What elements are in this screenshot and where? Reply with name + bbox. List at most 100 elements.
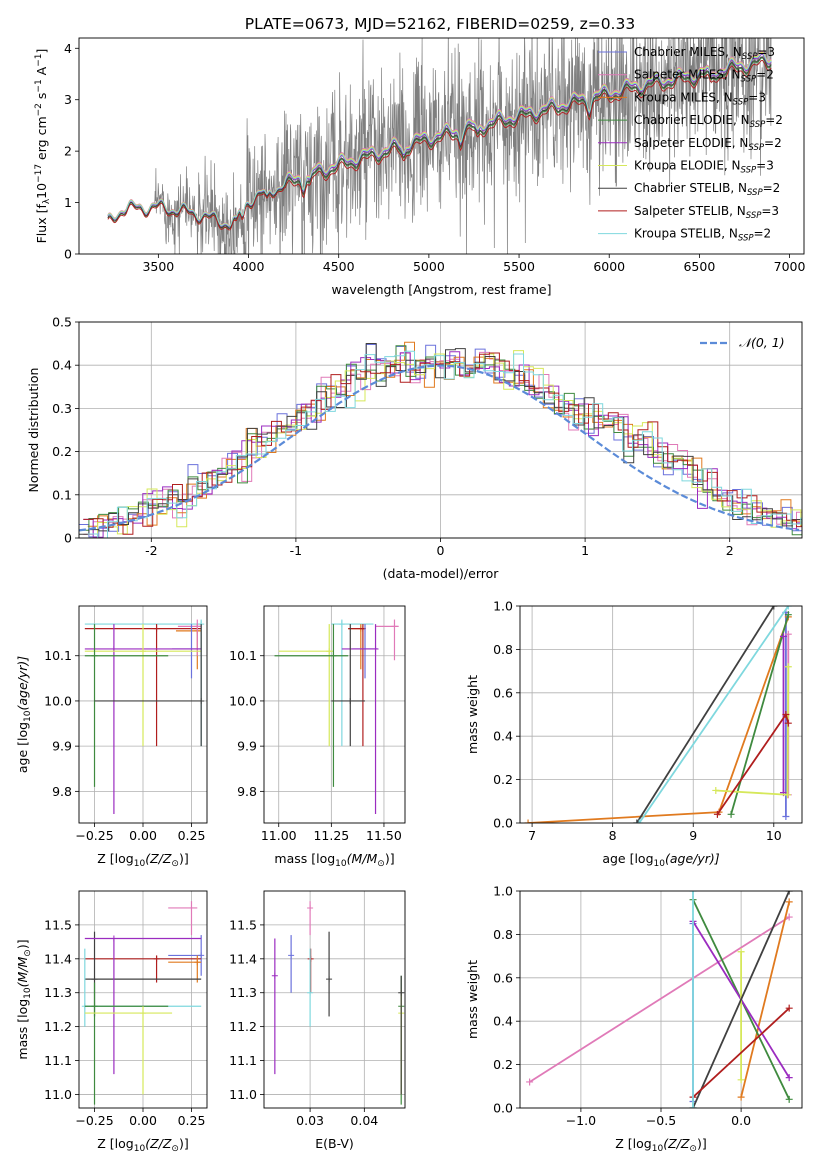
- weight-marker: [689, 1104, 697, 1108]
- y-tick-label: 0: [64, 531, 72, 546]
- data-point: [326, 648, 333, 655]
- legend-label: Chabrier STELIB, NSSP=2: [634, 181, 780, 198]
- weight-line-salpeter-stelib: [692, 1007, 790, 1098]
- weight-marker: [727, 810, 735, 818]
- axes-frame: [78, 321, 803, 539]
- x-axis-label: age [log10(age/yr)]: [602, 851, 719, 869]
- panel-mass_vs_Z: −0.25 0.00 0.25 11.0 11.1 11.2 11.3 11.4 11.5 Z […: [15, 890, 208, 1154]
- plot-area: [274, 619, 399, 814]
- y-tick-label: 0.4: [52, 358, 72, 373]
- data-point: [198, 697, 205, 704]
- x-tick-label: 3500: [142, 259, 174, 274]
- weight-marker: [782, 711, 790, 718]
- y-tick-label: 10.1: [44, 648, 72, 663]
- weight-line-kroupa-elodie: [715, 666, 790, 796]
- y-tick-label: 9.9: [52, 739, 72, 754]
- data-point: [194, 623, 201, 630]
- data-point: [140, 648, 146, 655]
- x-tick-label: −0.5: [646, 1113, 676, 1128]
- y-tick-label: 9.8: [237, 784, 257, 799]
- normal-curve: [79, 364, 800, 532]
- model-line-kroupa-stelib: [107, 52, 772, 227]
- data-point: [153, 955, 160, 962]
- y-tick-label: 1: [64, 195, 72, 210]
- spectrum-legend: Chabrier MILES, NSSP=3 Salpeter MILES, NS…: [598, 45, 783, 244]
- legend-label: Salpeter STELIB, NSSP=3: [634, 204, 779, 221]
- data-point: [140, 1010, 146, 1017]
- y-tick-label: 0.2: [493, 1057, 513, 1072]
- x-tick-label: -2: [145, 543, 157, 558]
- y-tick-label: 11.4: [44, 951, 72, 966]
- x-tick-label: 5500: [503, 259, 535, 274]
- y-tick-label: 11.1: [229, 1053, 257, 1068]
- hist-kroupa-miles: [87, 341, 802, 527]
- panel-massweight_vs_Z: −1.0 −0.5 0.0 0.0 0.2 0.4 0.6 0.8 1.0 Z [log10(Z/…: [465, 884, 803, 1154]
- weight-marker: [785, 913, 793, 921]
- y-tick-label: 0.4: [493, 1014, 513, 1029]
- y-tick-label: 9.9: [237, 739, 257, 754]
- x-axis-label: (data-model)/error: [383, 566, 500, 581]
- plot-area: [524, 606, 792, 823]
- legend-label: Salpeter ELODIE, NSSP=2: [634, 136, 782, 153]
- axes-frame: [263, 605, 406, 824]
- plot-area: [526, 891, 793, 1108]
- weight-marker: [785, 1095, 793, 1103]
- y-tick-label: 0.2: [52, 444, 72, 459]
- weight-marker: [785, 891, 793, 895]
- weight-marker: [783, 791, 791, 799]
- weight-marker: [785, 1074, 793, 1082]
- axes-frame: [519, 890, 803, 1109]
- y-tick-label: 11.1: [44, 1053, 72, 1068]
- weight-marker: [785, 898, 793, 906]
- data-point: [153, 625, 160, 632]
- y-axis-label: Normed distribution: [26, 368, 41, 493]
- plot-area: [81, 901, 205, 1105]
- y-tick-label: 4: [64, 41, 72, 56]
- weight-line-salpeter-stelib: [716, 712, 790, 815]
- y-tick-label: 0.1: [52, 487, 72, 502]
- y-tick-label: 1.0: [493, 599, 513, 614]
- axes-frame: [78, 890, 208, 1109]
- data-point: [198, 952, 205, 959]
- x-tick-label: 5000: [413, 259, 445, 274]
- weight-line-kroupa-stelib: [638, 606, 790, 823]
- weight-line-chabrier-elodie: [730, 614, 790, 815]
- y-tick-label: 0.6: [493, 970, 513, 985]
- data-point: [271, 972, 278, 979]
- weight-marker: [779, 632, 787, 640]
- hist-salpeter-stelib: [83, 352, 802, 535]
- plot-area: [84, 619, 205, 814]
- y-tick-label: 10.0: [44, 693, 72, 708]
- axes-frame: [78, 605, 208, 824]
- panel-residuals: -2 -1 0 1 2 0 0.1 0.2 0.3 0.4 0.5 𝒩(0, 1) (data-mode…: [26, 315, 803, 581]
- x-tick-label: 2: [726, 543, 734, 558]
- x-tick-label: 6500: [683, 259, 715, 274]
- x-tick-label: 0.04: [350, 1113, 378, 1128]
- y-tick-label: 0.0: [493, 1101, 513, 1116]
- weight-marker: [784, 611, 792, 619]
- y-tick-label: 10.0: [229, 693, 257, 708]
- data-point: [372, 645, 379, 652]
- plot-area: [271, 901, 405, 1105]
- y-axis-label: mass [log10(M/M⊙)]: [15, 939, 33, 1059]
- x-tick-label: 6000: [593, 259, 625, 274]
- x-axis-label: mass [log10(M/M⊙)]: [274, 851, 394, 869]
- axes-frame: [78, 37, 805, 255]
- data-point: [338, 621, 345, 628]
- legend-label: 𝒩(0, 1): [739, 335, 785, 350]
- data-point: [110, 935, 117, 942]
- x-axis-label: Z [log10(Z/Z⊙)]: [97, 851, 188, 869]
- weight-marker: [713, 810, 721, 818]
- x-tick-label: 0.25: [178, 1113, 206, 1128]
- data-point: [347, 697, 354, 704]
- data-point: [391, 623, 398, 630]
- y-tick-label: 11.2: [44, 1019, 72, 1034]
- weight-line-chabrier-stelib: [692, 891, 791, 1108]
- data-point: [398, 989, 405, 996]
- x-axis-label: wavelength [Angstrom, rest frame]: [331, 282, 551, 297]
- y-tick-label: 10.1: [229, 648, 257, 663]
- y-tick-label: 11.0: [229, 1087, 257, 1102]
- y-axis-label: mass weight: [465, 960, 480, 1039]
- weight-line-kroupa-miles: [740, 901, 791, 1098]
